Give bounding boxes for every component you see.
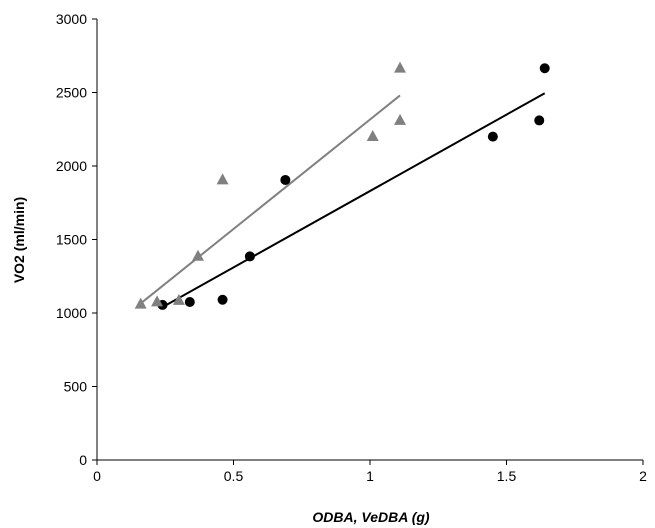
data-point-triangle [192, 249, 205, 261]
data-point-circle [280, 174, 291, 185]
x-tick-label: 1 [366, 468, 374, 484]
y-tick-label: 1500 [56, 232, 87, 248]
trendlines [140, 92, 546, 308]
axes [96, 19, 643, 461]
x-tick-label: 2 [639, 468, 647, 484]
data-point-triangle [172, 293, 185, 305]
data-point-circle [244, 251, 255, 262]
trendline-circle-series [162, 92, 546, 308]
data-point-triangle [151, 295, 164, 307]
data-point-triangle [394, 113, 407, 125]
data-point-circle [539, 63, 550, 74]
x-tick-label: 0.5 [224, 468, 244, 484]
markers [134, 61, 550, 310]
tick-labels: 0 500 1000 1500 2000 2500 3000 0 0.5 1 1.5 2 [56, 11, 647, 484]
data-point-triangle [134, 297, 147, 309]
x-tick-label: 1.5 [497, 468, 517, 484]
x-axis-title: ODBA, VeDBA (g) [312, 509, 430, 525]
data-point-circle [534, 115, 545, 126]
data-point-triangle [216, 173, 229, 185]
y-tick-label: 2000 [56, 158, 87, 174]
data-point-triangle [366, 130, 379, 141]
y-tick-label: 500 [64, 379, 88, 395]
data-point-circle [184, 296, 195, 307]
y-tick-label: 1000 [56, 305, 87, 321]
y-tick-label: 0 [79, 452, 87, 468]
trendline-triangle-series [140, 94, 401, 305]
y-axis-title: VO2 (ml/min) [11, 197, 27, 283]
data-point-circle [217, 294, 228, 305]
data-point-triangle [394, 61, 407, 73]
y-tick-label: 2500 [56, 85, 87, 101]
y-tick-label: 3000 [56, 11, 87, 27]
data-point-circle [487, 131, 498, 142]
ticks [92, 18, 644, 465]
x-tick-label: 0 [93, 468, 101, 484]
